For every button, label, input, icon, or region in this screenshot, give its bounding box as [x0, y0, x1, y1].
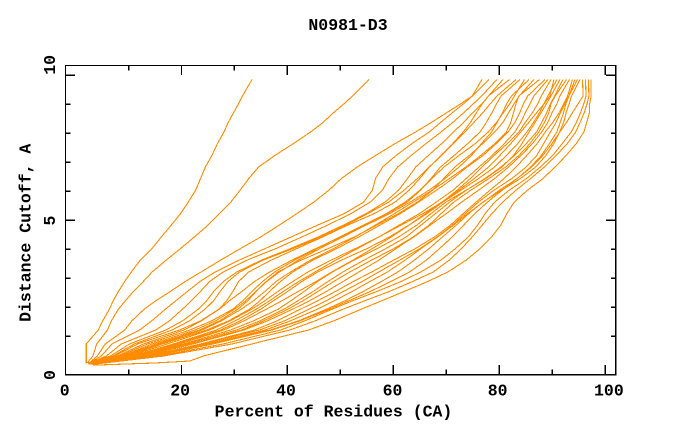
- svg-text:60: 60: [383, 382, 403, 401]
- svg-text:Distance Cutoff, A: Distance Cutoff, A: [17, 144, 36, 322]
- svg-text:Percent of Residues (CA): Percent of Residues (CA): [215, 403, 453, 422]
- svg-text:0: 0: [41, 370, 60, 380]
- svg-text:5: 5: [41, 216, 60, 226]
- svg-text:40: 40: [276, 382, 296, 401]
- svg-text:20: 20: [170, 382, 190, 401]
- svg-text:10: 10: [41, 55, 60, 75]
- svg-text:100: 100: [594, 382, 624, 401]
- svg-text:N0981-D3: N0981-D3: [308, 16, 387, 35]
- svg-text:0: 0: [60, 382, 70, 401]
- svg-text:80: 80: [488, 382, 508, 401]
